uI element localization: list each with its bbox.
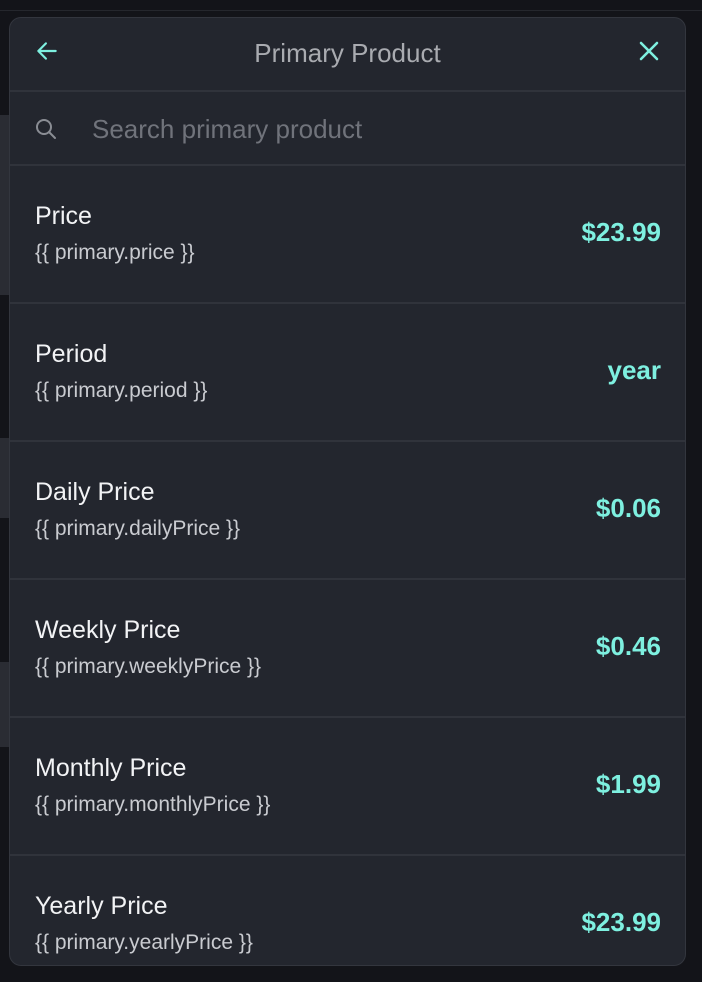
item-value: $0.06: [595, 493, 661, 523]
list-item[interactable]: Daily Price {{ primary.dailyPrice }} $0.…: [10, 442, 685, 580]
item-value: $23.99: [581, 907, 661, 937]
popover-title: Primary Product: [254, 38, 441, 68]
search-input[interactable]: [90, 106, 654, 152]
item-value: $0.46: [595, 631, 661, 661]
search-bar: [10, 92, 685, 166]
item-name: Price: [35, 202, 92, 230]
item-name: Period: [35, 340, 108, 368]
item-variable: {{ primary.period }}: [35, 379, 208, 402]
item-value: $23.99: [581, 217, 661, 247]
item-variable: {{ primary.dailyPrice }}: [35, 517, 241, 540]
item-name: Weekly Price: [35, 616, 181, 644]
item-variable: {{ primary.weeklyPrice }}: [35, 655, 262, 678]
close-icon[interactable]: [637, 39, 661, 63]
list-item[interactable]: Price {{ primary.price }} $23.99: [10, 166, 685, 304]
list-item[interactable]: Yearly Price {{ primary.yearlyPrice }} $…: [10, 856, 685, 965]
search-icon: [36, 119, 56, 139]
item-variable: {{ primary.yearlyPrice }}: [35, 931, 253, 954]
variable-list: Price {{ primary.price }} $23.99 Period {…: [10, 166, 685, 965]
primary-product-popover: Primary Product Price {{ primary.price }…: [9, 17, 686, 966]
item-value: $1.99: [595, 769, 661, 799]
item-value: year: [607, 355, 662, 385]
popover-header: Primary Product: [10, 18, 685, 92]
item-name: Monthly Price: [35, 754, 187, 782]
arrow-left-icon[interactable]: [34, 38, 60, 64]
item-variable: {{ primary.price }}: [35, 241, 195, 264]
background-divider: [0, 10, 702, 11]
item-variable: {{ primary.monthlyPrice }}: [35, 793, 271, 816]
list-item[interactable]: Weekly Price {{ primary.weeklyPrice }} $…: [10, 580, 685, 718]
list-item[interactable]: Monthly Price {{ primary.monthlyPrice }}…: [10, 718, 685, 856]
list-item[interactable]: Period {{ primary.period }} year: [10, 304, 685, 442]
item-name: Yearly Price: [35, 892, 168, 920]
item-name: Daily Price: [35, 478, 155, 506]
